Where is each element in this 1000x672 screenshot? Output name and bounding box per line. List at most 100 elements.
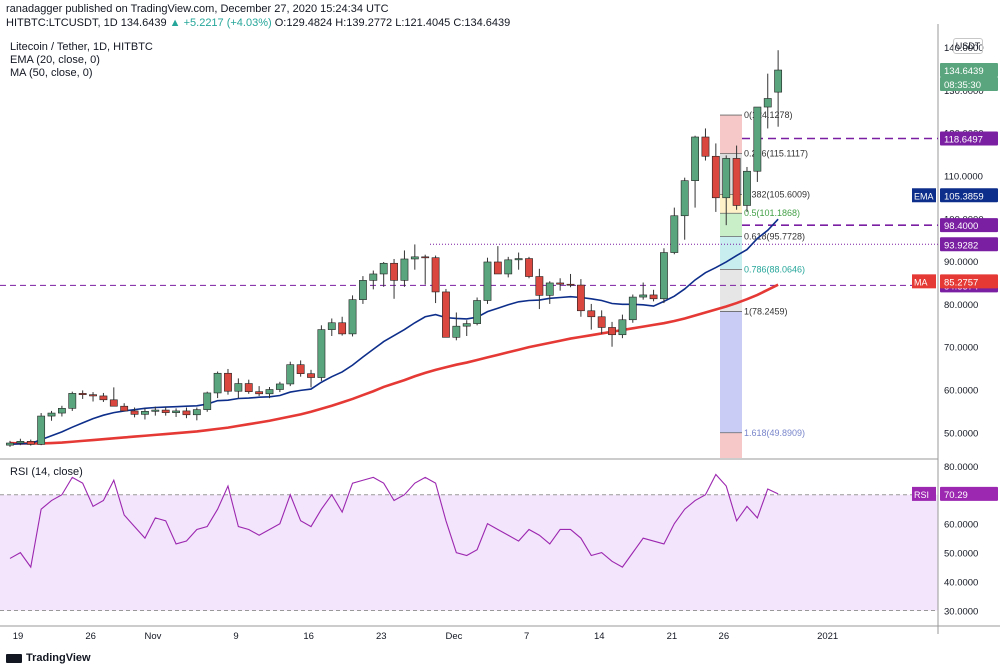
candle-body — [57, 408, 66, 414]
rsi-tag: RSI — [914, 490, 929, 500]
ema-tag: EMA — [914, 191, 934, 201]
candle-body — [390, 262, 398, 281]
candle-body — [255, 391, 264, 395]
close-value: C:134.6439 — [453, 17, 511, 29]
level-price-tag: 118.6497 — [944, 134, 983, 145]
candle-body — [639, 294, 648, 298]
fib-level-label: 0.786(88.0646) — [744, 264, 805, 274]
candle-body — [711, 155, 720, 199]
time-tick-label: 26 — [85, 631, 96, 642]
fib-zone-6 — [720, 311, 742, 433]
fib-zone-3 — [720, 213, 742, 237]
candle-body — [400, 258, 409, 281]
candle-body — [26, 441, 35, 445]
rsi-tag-bg — [912, 486, 936, 501]
candle-body — [535, 276, 544, 296]
candle-body — [224, 372, 232, 392]
last-price-tag: 134.6439 — [944, 66, 984, 77]
level-price-tag-bg — [940, 237, 998, 252]
fib-level-label: 0(124.1278) — [744, 110, 793, 120]
candle-body — [359, 280, 367, 300]
candle-body — [743, 170, 751, 206]
candle-body — [99, 395, 108, 401]
price-tick-label: 90.0000 — [944, 257, 978, 268]
fib-level-label: 0.382(105.6009) — [744, 189, 810, 199]
candle-body — [192, 409, 201, 416]
candle-body — [732, 158, 741, 206]
candle-body — [483, 261, 492, 301]
rsi-tick-label: 80.0000 — [944, 462, 978, 473]
candle-body — [701, 136, 710, 157]
candle-body — [213, 372, 222, 394]
currency-selector[interactable]: USDT — [953, 38, 983, 54]
candle-body — [296, 364, 305, 374]
candle-body — [576, 284, 585, 312]
candle-body — [68, 393, 77, 409]
candle-body — [317, 329, 326, 378]
price-tick-label: 70.0000 — [944, 343, 978, 354]
candle-body — [680, 180, 689, 217]
candle-body — [37, 415, 46, 445]
candle-body — [141, 411, 149, 415]
fib-level-label: 0.618(95.7728) — [744, 231, 805, 241]
candle-body — [753, 106, 762, 172]
candle-body — [525, 258, 533, 277]
tradingview-icon — [6, 653, 22, 663]
price-tick-label: 60.0000 — [944, 386, 978, 397]
candle-body — [369, 273, 378, 281]
time-tick-label: 2021 — [817, 631, 838, 642]
fib-zone-5 — [720, 269, 742, 312]
candle-body — [120, 405, 129, 412]
ma-tag-bg — [912, 274, 936, 289]
ema-line — [9, 218, 779, 446]
candle-body — [628, 296, 637, 321]
tradingview-logo[interactable]: TradingView — [6, 652, 91, 664]
candle-body — [265, 389, 274, 395]
ohlc-line: HITBTC:LTCUSDT, 1D 134.6439 ▲ +5.2217 (+… — [6, 17, 510, 29]
level-price-tag-bg — [940, 131, 998, 146]
candle-body — [774, 69, 783, 93]
ma-legend[interactable]: MA (50, close, 0) — [10, 67, 93, 79]
price-tick-label: 130.0000 — [944, 86, 984, 97]
candle-body — [6, 442, 14, 446]
candle-body — [504, 259, 513, 275]
level-price-tag-bg — [940, 218, 998, 233]
price-tick-label: 110.0000 — [944, 172, 983, 183]
candle-body — [421, 256, 430, 259]
level-price-tag: 98.4000 — [944, 221, 978, 232]
candle-body — [161, 409, 170, 413]
candle-body — [130, 410, 139, 415]
candle-body — [545, 282, 554, 296]
symbol-title: Litecoin / Tether, 1D, HITBTC — [10, 41, 153, 53]
candle-body — [379, 262, 388, 275]
high-value: H:139.2772 — [335, 17, 393, 29]
last-price: 134.6439 — [120, 17, 167, 29]
candle-body — [431, 257, 440, 293]
fib-level-label: 1.618(49.8909) — [744, 428, 805, 438]
candle-body — [670, 215, 679, 253]
publisher-line: ranadagger published on TradingView.com,… — [6, 3, 389, 15]
candle-body — [442, 291, 450, 338]
candle-body — [16, 441, 25, 444]
level-price-tag: 93.9282 — [944, 240, 978, 251]
candle-body — [649, 294, 658, 300]
low-value: L:121.4045 — [395, 17, 451, 29]
price-change: ▲ +5.2217 (+4.03%) — [169, 17, 272, 29]
candle-body — [89, 394, 97, 397]
candle-body — [473, 300, 481, 324]
candle-body — [691, 136, 699, 181]
ma-line — [9, 283, 779, 445]
rsi-legend[interactable]: RSI (14, close) — [10, 466, 83, 478]
ma-value-tag-bg — [940, 274, 998, 289]
ema-value-tag: 105.3859 — [944, 191, 984, 202]
candle-body — [452, 325, 461, 338]
rsi-tick-label: 50.0000 — [944, 549, 978, 560]
candle-body — [660, 252, 668, 300]
time-tick-label: Dec — [446, 631, 463, 642]
candle-body — [109, 399, 118, 407]
candle-body — [182, 410, 191, 416]
ema-legend[interactable]: EMA (20, close, 0) — [10, 54, 100, 66]
candle-body — [151, 409, 160, 412]
time-tick-label: 23 — [376, 631, 387, 642]
